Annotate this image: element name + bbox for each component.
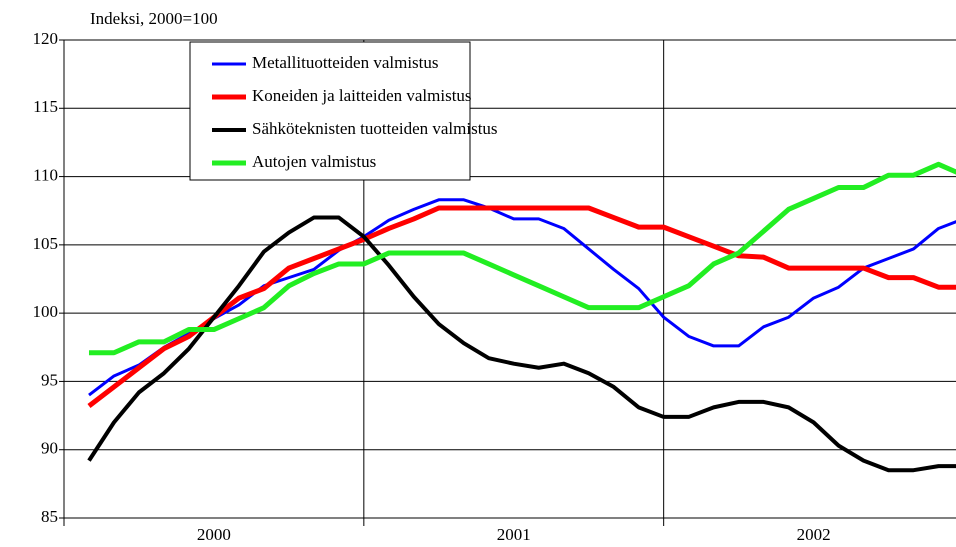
y-tick-label: 90 [41, 439, 58, 458]
series-line [88, 161, 956, 356]
y-tick-label: 85 [41, 507, 58, 526]
legend-label: Koneiden ja laitteiden valmistus [252, 86, 472, 105]
plot-lines [87, 161, 956, 473]
y-tick-label: 120 [33, 29, 59, 48]
series-line [87, 205, 956, 408]
y-tick-label: 110 [33, 165, 58, 184]
y-tick-label: 95 [41, 370, 58, 389]
series-line [88, 198, 956, 397]
legend-label: Metallituotteiden valmistus [252, 53, 439, 72]
series-line [87, 215, 956, 473]
y-axis-title: Indeksi, 2000=100 [90, 9, 218, 28]
y-tick-label: 115 [33, 97, 58, 116]
y-tick-label: 105 [33, 234, 59, 253]
legend-label: Sähköteknisten tuotteiden valmistus [252, 119, 498, 138]
x-tick-label: 2002 [797, 525, 831, 544]
x-tick-label: 2001 [497, 525, 531, 544]
legend-label: Autojen valmistus [252, 152, 376, 171]
y-tick-label: 100 [33, 302, 59, 321]
x-tick-label: 2000 [197, 525, 231, 544]
